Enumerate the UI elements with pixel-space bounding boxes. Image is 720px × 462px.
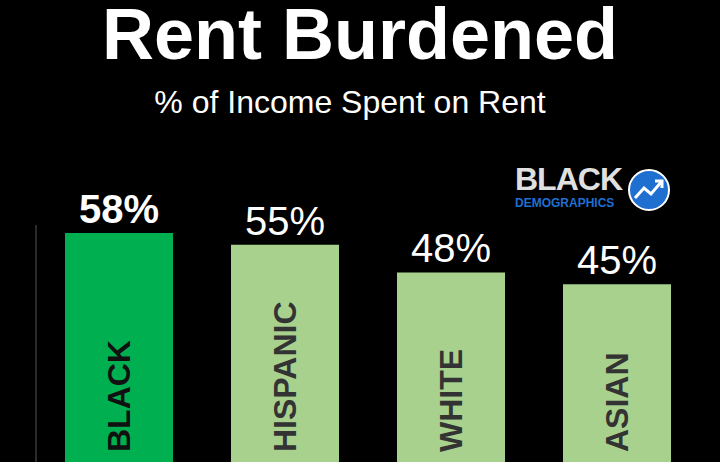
html-text:DEMOGRAPHICS: DEMOGRAPHICS xyxy=(515,196,615,210)
svg-text:55%: 55% xyxy=(245,199,325,243)
svg-text:BLACK: BLACK xyxy=(101,340,137,452)
svg-text:45%: 45% xyxy=(577,238,657,282)
html-text:% of Income Spent on Rent: % of Income Spent on Rent xyxy=(154,84,546,120)
svg-text:58%: 58% xyxy=(79,187,159,231)
svg-text:ASIAN: ASIAN xyxy=(599,352,635,452)
svg-text:WHITE: WHITE xyxy=(433,349,469,452)
html-text:BLACK: BLACK xyxy=(515,161,622,197)
svg-text:48%: 48% xyxy=(411,226,491,270)
svg-text:HISPANIC: HISPANIC xyxy=(267,301,303,452)
